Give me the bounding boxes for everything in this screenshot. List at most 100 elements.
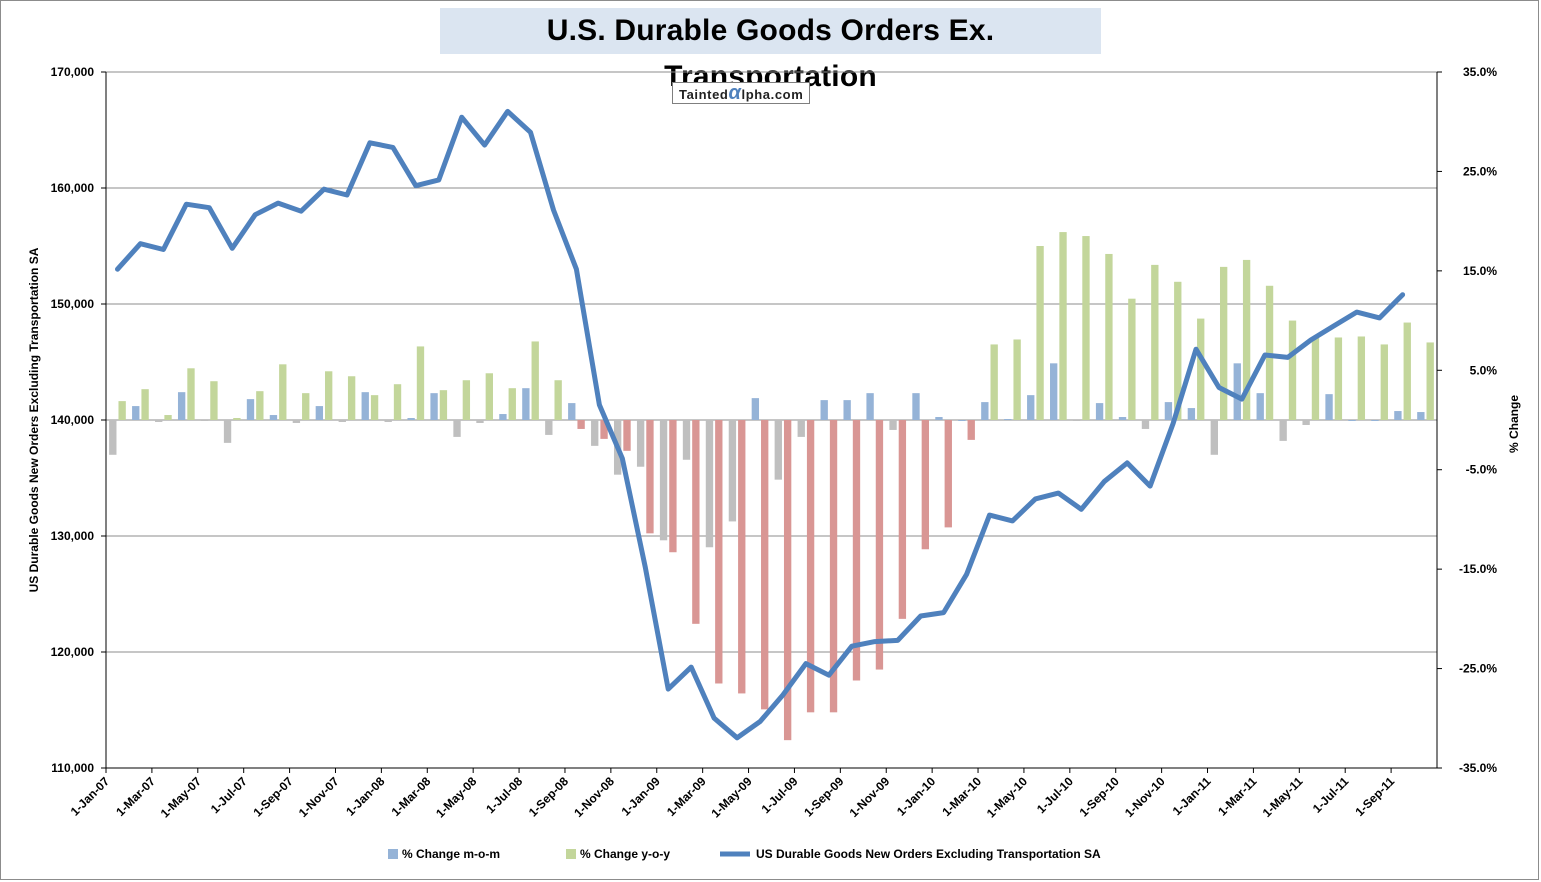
x-tick-label: 1-Nov-08 [571,774,617,820]
yoy-bar [1082,236,1090,420]
mom-bar [1164,402,1173,420]
mom-bar [1417,412,1425,420]
x-tick-label: 1-Jan-11 [1170,774,1214,818]
yoy-bar [623,420,631,451]
yoy-bar [715,420,723,684]
yoy-bar [210,381,218,420]
yoy-bar [439,390,448,420]
mom-bar [958,420,966,421]
legend-swatch [566,849,576,859]
yoy-bar [1059,232,1067,420]
x-tick-label: 1-May-07 [158,774,204,820]
yoy-bar [462,380,471,420]
x-tick-label: 1-May-09 [708,774,754,820]
x-tick-label: 1-Sep-11 [1352,774,1397,819]
right-tick-label: 25.0% [1463,164,1497,178]
x-tick-label: 1-Mar-10 [939,774,984,819]
yoy-bar [118,401,126,420]
mom-bar [1027,395,1035,420]
x-tick-label: 1-Jul-09 [759,774,801,816]
mom-bar [1371,420,1379,421]
mom-bar [315,406,324,420]
mom-bar [1050,363,1058,420]
legend: % Change m-o-m % Change y-o-y US Durable G… [388,847,1101,861]
x-tick-label: 1-May-11 [1260,774,1306,820]
yoy-bar [806,420,815,713]
mom-bar [1256,393,1264,420]
yoy-bar [692,420,700,624]
mom-bar [132,406,140,420]
right-tick-label: 5.0% [1470,363,1498,377]
yoy-bar [1128,298,1136,420]
mom-bar [476,420,484,423]
mom-bar [843,400,851,420]
mom-bar [866,393,874,420]
yoy-bar [325,371,333,420]
durable-goods-line [115,108,1406,741]
mom-bar [981,402,989,420]
left-tick-label: 130,000 [51,529,95,543]
yoy-bar [852,420,861,681]
x-tick-label: 1-Jul-11 [1310,774,1352,816]
x-tick-label: 1-Jul-10 [1034,774,1076,816]
mom-bar [705,420,714,548]
yoy-bar [347,376,356,420]
mom-bar [200,420,209,421]
yoy-bar [898,420,907,619]
yoy-bar [416,346,425,420]
right-tick-label: -5.0% [1466,463,1498,477]
yoy-bar [761,420,769,710]
mom-bar [751,398,760,420]
legend-label: US Durable Goods New Orders Excluding Tr… [756,847,1101,861]
yoy-bar [1380,344,1388,420]
yoy-bar [829,420,838,713]
legend-swatch [388,849,398,859]
yoy-bar [531,341,539,420]
mom-bar [1325,394,1333,420]
yoy-bar [600,420,608,439]
watermark-logo: Taintedαlpha.com [672,82,811,104]
mom-bar [1118,417,1127,420]
yoy-bar [508,388,516,420]
x-tick-label: 1-Jan-08 [343,774,388,819]
yoy-bar [921,420,930,550]
mom-bar [1279,420,1287,441]
x-tick-label: 1-May-10 [984,774,1030,820]
watermark-suffix: lpha.com [741,87,804,102]
yoy-bar [256,391,264,420]
yoy-bar [370,395,379,420]
x-tick-label: 1-Mar-11 [1215,774,1260,819]
watermark-prefix: Tainted [679,87,729,102]
mom-bar [1302,420,1310,425]
mom-bar [636,420,645,467]
yoy-bar [302,393,310,420]
left-tick-label: 120,000 [51,645,95,659]
x-tick-label: 1-Jul-07 [208,774,250,816]
yoy-bar [1288,320,1297,420]
x-tick-label: 1-Mar-07 [113,774,158,819]
left-tick-label: 150,000 [51,297,95,311]
mom-bar [682,420,691,460]
yoy-bar [1151,264,1159,420]
x-tick-label: 1-Sep-07 [250,774,296,820]
mom-bar [338,420,346,422]
legend-label: % Change m-o-m [402,847,500,861]
yoy-bar [1403,322,1411,420]
mom-bar [1095,403,1104,420]
mom-bar [1004,419,1012,421]
mom-bar [361,392,369,420]
mom-bar [177,392,186,420]
mom-bar [109,420,117,455]
left-tick-label: 110,000 [51,761,94,775]
mom-bar [1187,408,1196,420]
yoy-bar [1426,342,1434,420]
x-tick-label: 1-May-08 [433,774,479,820]
x-tick-label: 1-Sep-09 [801,774,847,820]
yoy-bar [1197,318,1205,420]
mom-bar [1348,420,1356,421]
mom-bar [453,420,461,437]
yoy-bar [279,364,287,420]
yoy-bar [141,389,149,420]
left-tick-label: 140,000 [51,413,95,427]
